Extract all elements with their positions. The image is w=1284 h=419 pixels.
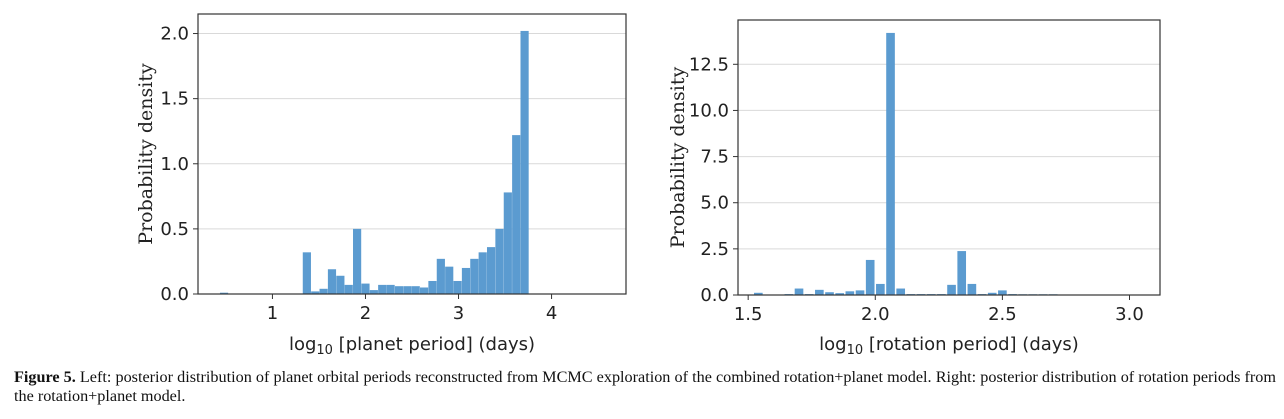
- bar: [520, 30, 529, 294]
- bar: [967, 283, 977, 295]
- bar: [420, 287, 429, 294]
- bar: [436, 258, 445, 294]
- bar: [319, 288, 328, 294]
- bar: [998, 290, 1007, 295]
- y-tick-label: 0.0: [160, 284, 189, 305]
- bar: [411, 286, 420, 294]
- y-tick-label: 0.0: [700, 285, 729, 306]
- bar: [495, 228, 504, 294]
- y-tick-label: 5.0: [700, 193, 729, 214]
- bar: [445, 266, 454, 294]
- bar: [957, 251, 967, 295]
- plot-frame: [197, 13, 627, 295]
- x-axis-label: log10 [rotation period] (days): [819, 334, 1079, 358]
- y-tick-label: 10.0: [689, 100, 729, 121]
- bar: [876, 283, 885, 295]
- bar: [428, 280, 437, 294]
- bar: [845, 291, 855, 295]
- y-tick-label: 2.5: [700, 239, 729, 260]
- y-axis-label: Probability density: [135, 63, 157, 245]
- x-tick-label: 3.0: [1115, 304, 1144, 325]
- bar: [369, 290, 378, 294]
- bar: [886, 32, 895, 295]
- left-panel-planet-period: 0.0 0.5 1.0 1.5 2.0 1 2 3 4 Probability density lo…: [135, 13, 627, 358]
- caption-text: Left: posterior distribution of planet o…: [14, 368, 1276, 405]
- bar: [219, 292, 229, 294]
- bar: [835, 293, 845, 295]
- y-axis-label: Probability density: [667, 67, 689, 249]
- plot-frame: [737, 19, 1161, 296]
- bar: [865, 259, 875, 295]
- x-tick-label: 2.0: [861, 304, 890, 325]
- y-tick-label: 2.0: [160, 24, 189, 45]
- y-tick-label: 12.5: [689, 54, 729, 75]
- x-tick-label: 3: [453, 303, 464, 324]
- bar: [512, 135, 521, 294]
- bar: [311, 291, 320, 294]
- y-tick-label: 0.5: [160, 219, 189, 240]
- bar: [503, 192, 512, 294]
- caption-label: Figure 5.: [14, 368, 76, 386]
- x-tick-label: 4: [546, 303, 557, 324]
- bar: [378, 284, 387, 294]
- bar: [486, 247, 496, 294]
- bar: [327, 269, 337, 294]
- bar: [855, 290, 865, 295]
- y-tick-label: 1.0: [160, 154, 189, 175]
- bar: [478, 252, 487, 294]
- bar: [794, 288, 804, 295]
- bar: [302, 252, 311, 294]
- right-panel-rotation-period: 0.0 2.5 5.0 7.5 10.0 12.5 1.5 2.0 2.5 3.0 Probabil…: [667, 19, 1161, 358]
- bar: [896, 288, 906, 295]
- bar: [453, 280, 462, 294]
- figure: 0.0 0.5 1.0 1.5 2.0 1 2 3 4 Probability density lo…: [135, 13, 1161, 358]
- x-tick-label: 1: [267, 303, 278, 324]
- bar: [825, 292, 834, 295]
- bar: [336, 275, 345, 294]
- bar: [394, 286, 404, 294]
- bar: [754, 292, 763, 295]
- figure-caption: Figure 5. Left: posterior distribution o…: [14, 368, 1276, 406]
- bar: [947, 284, 956, 295]
- x-tick-label: 2.5: [988, 304, 1017, 325]
- y-tick-label: 1.5: [160, 89, 189, 110]
- bar: [461, 267, 471, 294]
- x-tick-label: 1.5: [734, 304, 763, 325]
- bar: [815, 289, 824, 295]
- bar: [403, 286, 412, 294]
- x-axis-label: log10 [planet period] (days): [289, 334, 535, 358]
- x-tick-label: 2: [360, 303, 371, 324]
- y-tick-label: 7.5: [700, 147, 729, 168]
- bar: [361, 283, 370, 294]
- bar: [353, 228, 362, 294]
- bar: [987, 292, 997, 295]
- bar: [344, 284, 353, 294]
- bar: [386, 284, 395, 294]
- bar: [470, 258, 479, 294]
